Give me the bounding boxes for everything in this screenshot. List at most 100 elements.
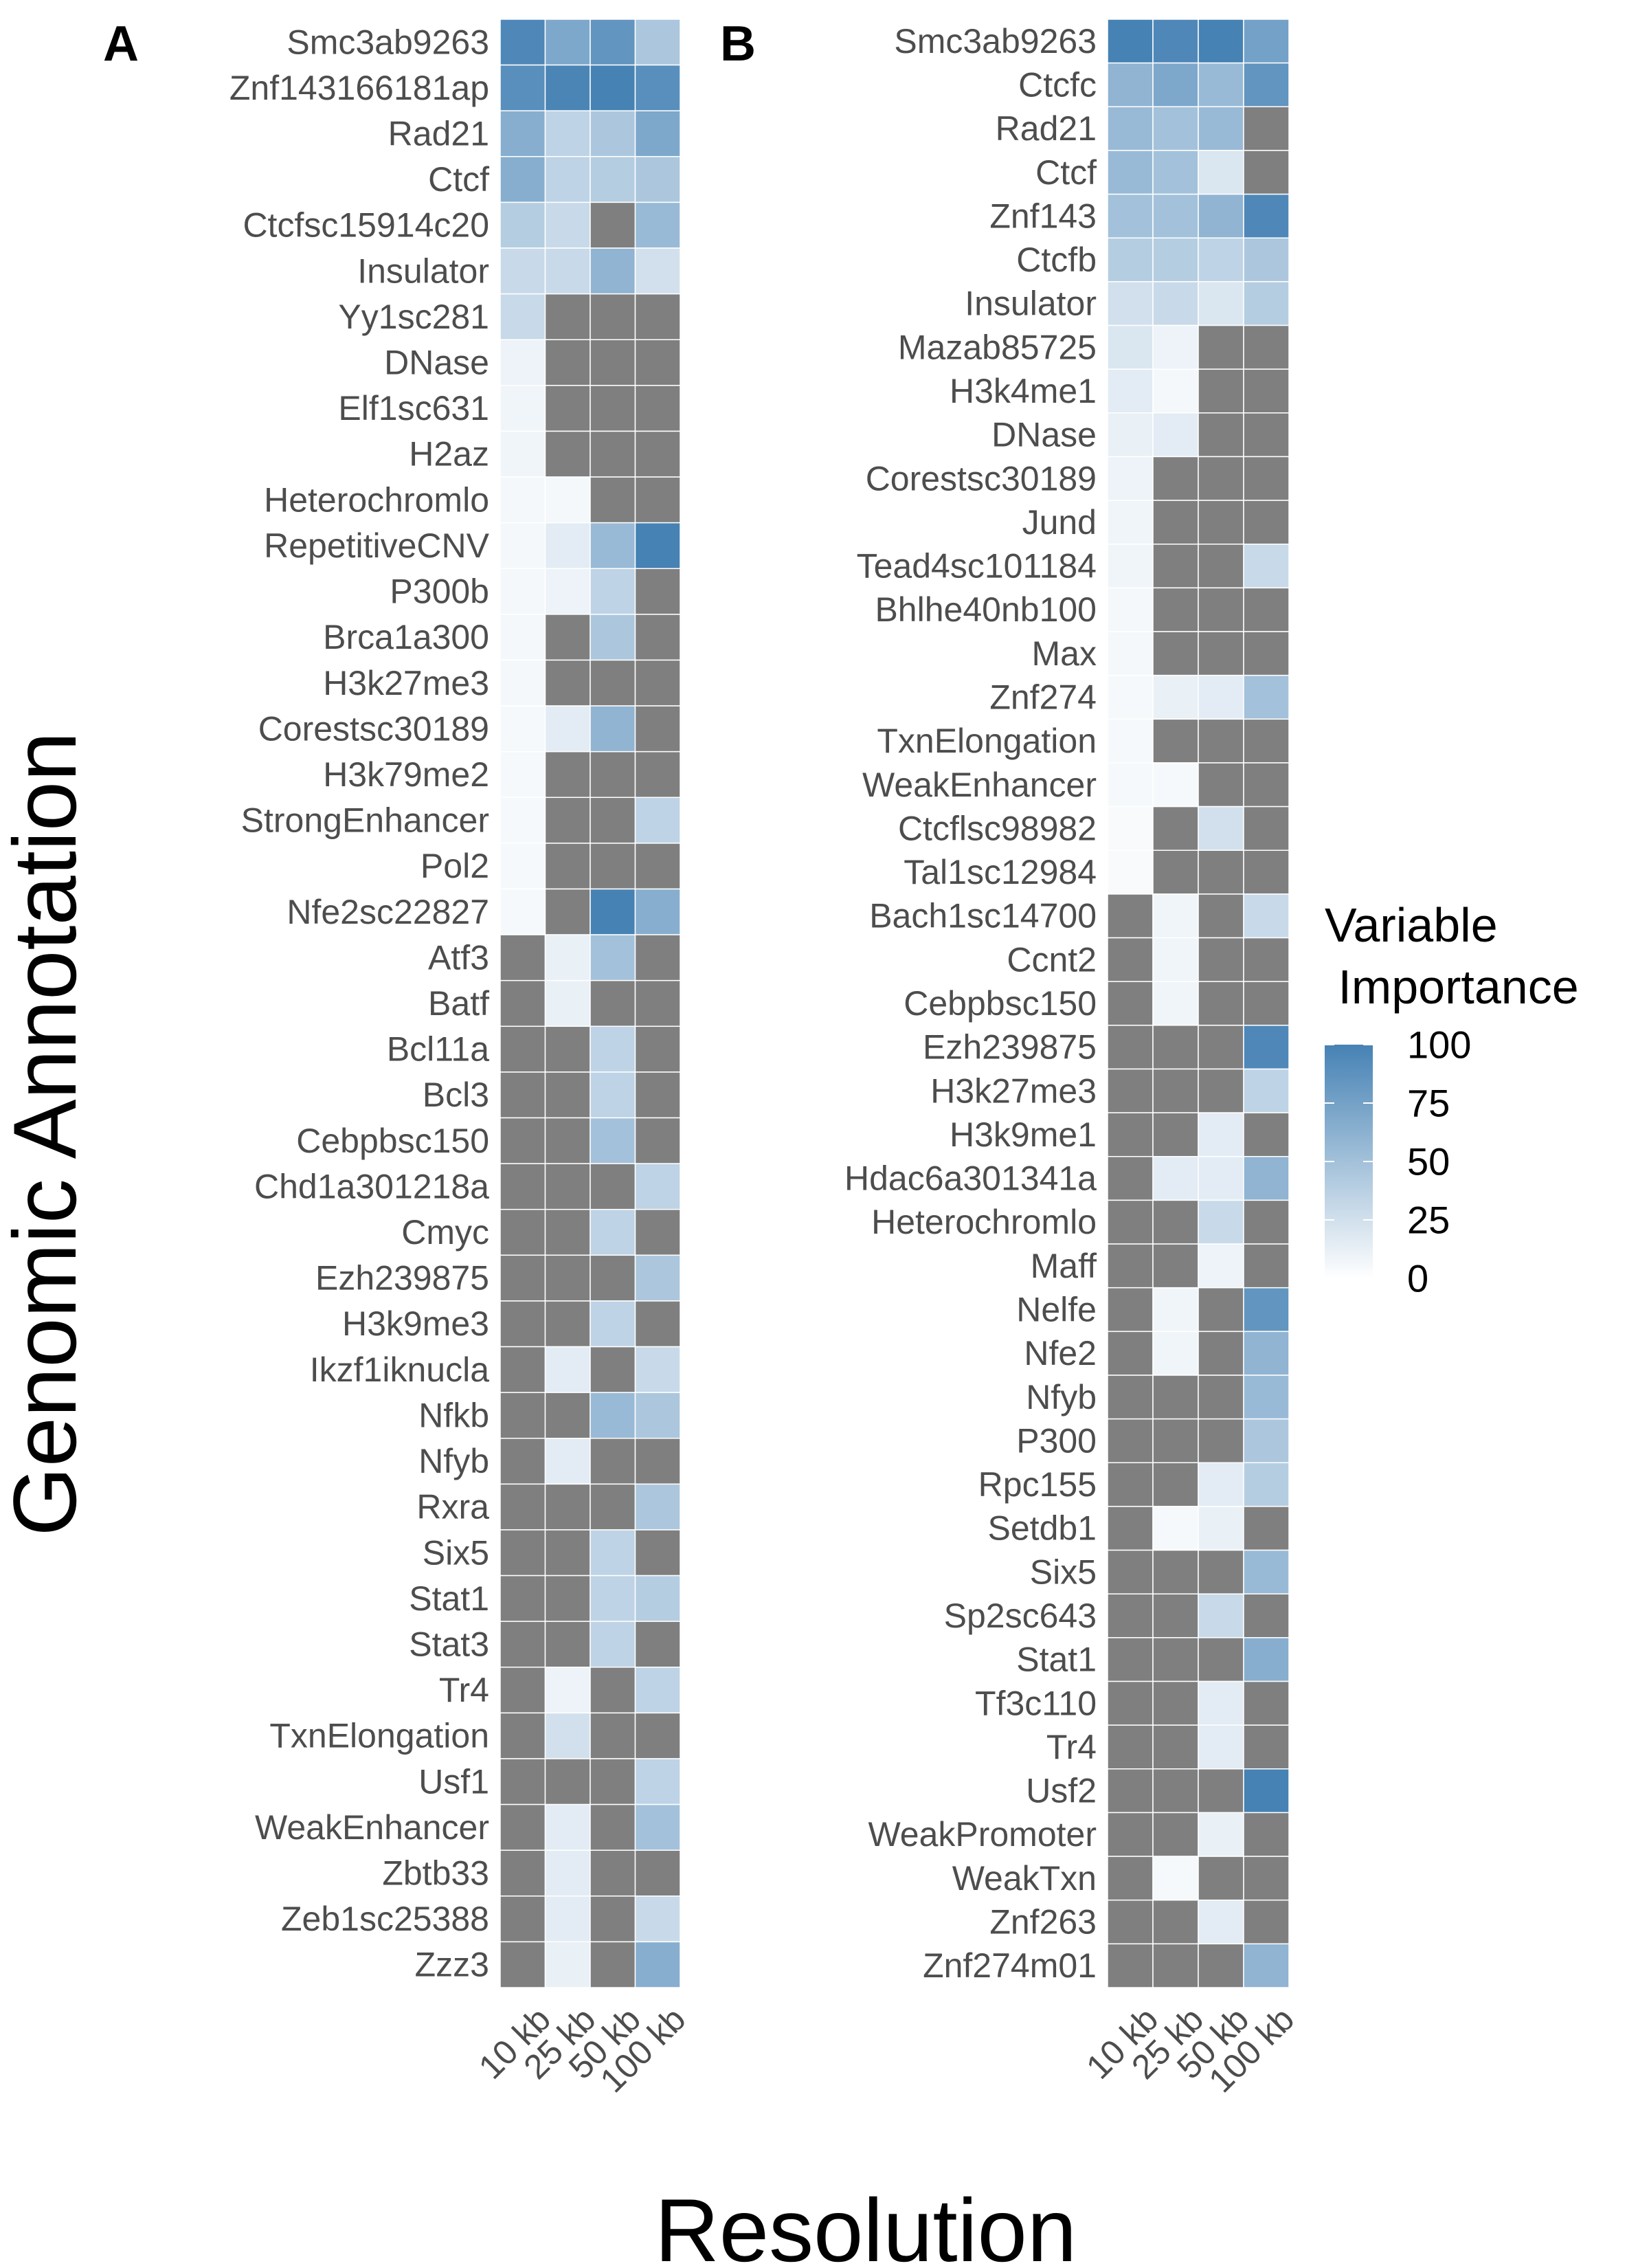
heatmap-cell — [544, 1254, 591, 1302]
heatmap-cell — [1243, 587, 1290, 632]
heatmap-cell — [1243, 456, 1290, 501]
heatmap-cell — [1243, 1637, 1290, 1682]
heatmap-cell — [544, 1025, 591, 1073]
heatmap-cell — [1107, 500, 1154, 545]
heatmap-cell — [1107, 893, 1154, 939]
heatmap-cell — [544, 1071, 591, 1119]
heatmap-cell — [1107, 1418, 1154, 1464]
heatmap-cell — [500, 1941, 546, 1988]
heatmap-cell — [590, 476, 636, 524]
row-label: H2az — [409, 435, 489, 474]
heatmap-cell — [634, 1803, 681, 1851]
row-label: WeakTxn — [952, 1859, 1097, 1898]
heatmap-cell — [1243, 805, 1290, 851]
heatmap-cell — [544, 1483, 591, 1531]
heatmap-cell — [1243, 500, 1290, 545]
heatmap-cell — [500, 64, 546, 111]
heatmap-cell — [590, 1300, 636, 1348]
heatmap-cell — [1198, 1199, 1244, 1245]
row-label: H3k9me3 — [342, 1304, 489, 1343]
row-label: Ikzf1iknucla — [310, 1350, 489, 1389]
heatmap-cell — [544, 1667, 591, 1714]
heatmap-cell — [1152, 368, 1199, 414]
heatmap-cell — [544, 385, 591, 432]
heatmap-cell — [1152, 1199, 1199, 1245]
row-label: Ezh239875 — [923, 1028, 1097, 1067]
row-label: WeakPromoter — [868, 1815, 1097, 1854]
heatmap-cell — [1152, 1724, 1199, 1770]
heatmap-cell — [544, 522, 591, 570]
row-label: Znf143166181ap — [229, 69, 489, 107]
row-label: Nfyb — [1026, 1378, 1097, 1416]
heatmap-cell — [1198, 718, 1244, 764]
heatmap-cell — [590, 751, 636, 799]
heatmap-cell — [634, 705, 681, 753]
row-label: Znf263 — [989, 1903, 1097, 1942]
heatmap-cell — [1107, 1025, 1154, 1070]
heatmap-cell — [500, 247, 546, 295]
heatmap-cell — [1107, 1199, 1154, 1245]
heatmap-cell — [1198, 1462, 1244, 1507]
heatmap-cell — [1243, 718, 1290, 764]
heatmap-panel-a: Smc3ab9263 Znf143166181ap Rad21 Ctcf Ctcfsc1… — [229, 19, 693, 2100]
heatmap-cell — [634, 934, 681, 981]
heatmap-cell — [1198, 1637, 1244, 1682]
heatmap-cell — [1152, 412, 1199, 458]
heatmap-cell — [1152, 150, 1199, 195]
heatmap-cell — [1198, 1287, 1244, 1333]
heatmap-cell — [634, 1712, 681, 1759]
heatmap-cell — [1152, 1418, 1199, 1464]
heatmap-panel-b: Smc3ab9263 Ctcfc Rad21 Ctcf Znf143 Ctcfb Insul… — [844, 19, 1301, 2100]
row-label: Tr4 — [1046, 1728, 1097, 1766]
heatmap-cell — [1152, 1068, 1199, 1113]
heatmap-cell — [544, 64, 591, 111]
heatmap-cell — [544, 201, 591, 249]
heatmap-cell — [590, 1941, 636, 1988]
heatmap-cell — [1243, 1243, 1290, 1289]
heatmap-cell — [1198, 19, 1244, 64]
heatmap-cell — [500, 1895, 546, 1943]
row-label: P300b — [390, 572, 489, 611]
heatmap-cell — [544, 1575, 591, 1622]
heatmap-cell — [1198, 193, 1244, 238]
heatmap-cell — [1198, 762, 1244, 808]
row-label: Tf3c110 — [975, 1684, 1097, 1722]
heatmap-cell — [1107, 981, 1154, 1026]
heatmap-cell — [590, 1163, 636, 1210]
heatmap-cell — [544, 614, 591, 661]
heatmap-cell — [590, 110, 636, 157]
heatmap-cell — [544, 705, 591, 753]
heatmap-cell — [544, 430, 591, 478]
heatmap-cell — [1152, 1462, 1199, 1507]
heatmap-cell — [590, 797, 636, 844]
heatmap-cell — [1243, 1593, 1290, 1638]
heatmap-cell — [1107, 150, 1154, 195]
heatmap-cell — [590, 19, 636, 66]
heatmap-cell — [544, 1621, 591, 1668]
row-label: Batf — [428, 984, 489, 1023]
heatmap-cell — [1198, 1025, 1244, 1070]
heatmap-cell — [544, 1895, 591, 1943]
heatmap-cell — [634, 751, 681, 799]
heatmap-cell — [634, 659, 681, 707]
heatmap-cell — [500, 1529, 546, 1577]
row-label: Zzz3 — [415, 1946, 489, 1984]
heatmap-cell — [590, 1346, 636, 1393]
heatmap-cell — [500, 1300, 546, 1348]
heatmap-cell — [1243, 1418, 1290, 1464]
heatmap-cell — [1243, 1156, 1290, 1201]
heatmap-cell — [1152, 1112, 1199, 1157]
heatmap-cell — [1198, 1593, 1244, 1638]
heatmap-cell — [634, 385, 681, 432]
heatmap-cell — [1198, 150, 1244, 195]
heatmap-cell — [544, 1163, 591, 1210]
heatmap-cell — [500, 201, 546, 249]
y-axis-title: Genomic Annotation — [0, 732, 95, 1537]
row-label: Stat1 — [409, 1579, 489, 1618]
heatmap-cell — [1198, 1943, 1244, 1988]
heatmap-cell — [1198, 937, 1244, 982]
heatmap-cell — [1107, 1243, 1154, 1289]
row-label: Six5 — [423, 1533, 489, 1572]
heatmap-cell — [1243, 1287, 1290, 1333]
heatmap-cell — [1107, 1680, 1154, 1726]
